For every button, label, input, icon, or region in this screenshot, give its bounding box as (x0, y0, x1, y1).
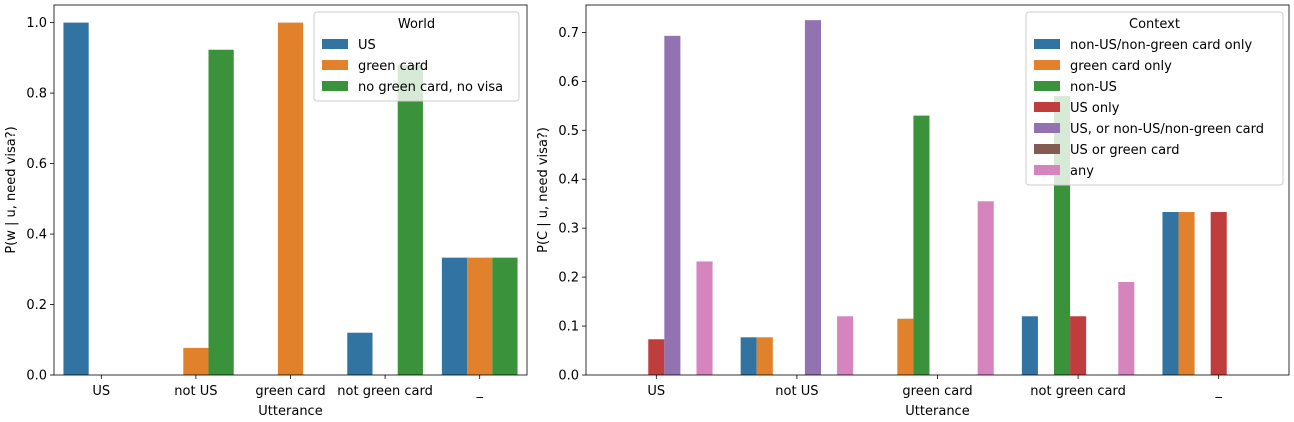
y-tick-label: 0.3 (558, 222, 579, 237)
legend-title: World (398, 17, 435, 32)
y-axis-label: P(w | u, need visa?) (4, 126, 19, 253)
chart-2: 0.0 0.1 0.2 0.3 0.4 0.5 0.6 0.7 US not US green ca… (536, 4, 1290, 419)
bar-not-US-green-card (183, 347, 209, 375)
legend-swatch (322, 60, 348, 70)
legend-swatch (1034, 123, 1060, 133)
legend-entry: US (358, 38, 376, 53)
x-axis-label: Utterance (258, 404, 322, 419)
y-tick-label: 1.0 (26, 16, 47, 31)
y-tick-label: 0.6 (558, 75, 579, 90)
x-tick-label: _ (1214, 384, 1222, 399)
bar-US-any (696, 261, 713, 375)
bar-green-card-any (977, 201, 994, 375)
y-tick-label: 0.0 (26, 369, 47, 384)
y-tick-label: 0.4 (558, 173, 579, 188)
bar-_-no-green-card-no-visa (492, 257, 518, 375)
x-tick-label: not US (775, 384, 818, 399)
legend-swatch (1034, 144, 1060, 154)
bar-not-green-card-no-green-card-no-visa (397, 64, 423, 376)
legend-title: Context (1129, 17, 1180, 32)
bar-not-US-non-US-non-green-card-only (740, 337, 757, 375)
x-tick-label: green card (255, 384, 325, 399)
legend-swatch (1034, 39, 1060, 49)
y-tick-label: 0.6 (26, 157, 47, 172)
y-axis-label: P(C | u, need visa?) (536, 127, 551, 253)
bar-_-US (441, 257, 468, 375)
bar-green-card-non-US (913, 115, 930, 376)
y-tick-label: 0.4 (26, 228, 47, 243)
x-tick-label: green card (902, 384, 972, 399)
legend-swatch (322, 39, 348, 49)
bar-_-non-US-non-green-card-only (1162, 212, 1179, 375)
bar-green-card-green-card-only (897, 318, 914, 375)
y-tick-label: 0.2 (558, 271, 579, 286)
y-tick-label: 0.8 (26, 87, 47, 102)
legend-entry: no green card, no visa (358, 80, 503, 95)
bar-US-US (63, 22, 89, 376)
legend-entry: US or green card (1070, 143, 1180, 158)
legend-entry: non-US (1070, 80, 1117, 95)
legend-entry: any (1070, 164, 1094, 179)
bar-_-green-card-only (1178, 212, 1195, 375)
legend-entry: US only (1070, 101, 1120, 116)
y-tick-label: 0.5 (558, 124, 579, 139)
bar-not-green-card-US (347, 332, 373, 375)
bar-US-US-only (648, 339, 665, 375)
y-tick-label: 0.2 (26, 298, 47, 313)
x-tick-label: _ (475, 384, 483, 399)
bar-_-green-card (467, 257, 493, 375)
bar-not-US-green-card-only (756, 337, 773, 375)
bar-green-card-green-card (277, 22, 304, 376)
legend-entry: green card (358, 59, 428, 74)
x-tick-label: US (647, 384, 665, 399)
legend-box (1025, 11, 1284, 186)
x-tick-label: not green card (1030, 384, 1126, 399)
legend-swatch (1034, 102, 1060, 112)
bar-not-green-card-US-only (1070, 316, 1087, 375)
y-tick-label: 0.7 (558, 26, 579, 41)
legend-entry: non-US/non-green card only (1070, 38, 1252, 53)
bar-not-green-card-any (1118, 282, 1135, 375)
chart-1: 0.0 0.2 0.4 0.6 0.8 1.0 US not US green card not … (4, 4, 528, 419)
y-tick-label: 0.0 (558, 369, 579, 384)
bar-not-US-any (837, 316, 854, 375)
x-axis-label: Utterance (905, 404, 969, 419)
legend-entry: US, or non-US/non-green card (1070, 122, 1264, 137)
legend-swatch (1034, 60, 1060, 70)
legend: World US green card no green card, no visa (313, 11, 520, 102)
legend: Context non-US/non-green card only green c… (1025, 11, 1284, 186)
bar-not-US-US-or-non-US-non-green-card (804, 20, 821, 375)
bar-US-US-or-non-US-non-green-card (664, 35, 681, 375)
legend-swatch (1034, 81, 1060, 91)
bar-_-US-only (1210, 212, 1227, 375)
x-tick-label: US (92, 384, 110, 399)
legend-swatch (322, 81, 348, 91)
bar-not-US-no-green-card-no-visa (208, 49, 234, 375)
legend-box (313, 11, 520, 102)
legend-entry: green card only (1070, 59, 1172, 74)
bar-not-green-card-non-US-non-green-card-only (1021, 316, 1038, 375)
legend-swatch (1034, 165, 1060, 175)
y-tick-label: 0.1 (558, 320, 579, 335)
x-tick-label: not green card (337, 384, 433, 399)
x-tick-label: not US (174, 384, 217, 399)
